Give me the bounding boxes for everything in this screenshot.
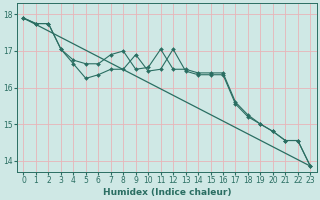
X-axis label: Humidex (Indice chaleur): Humidex (Indice chaleur) [103, 188, 231, 197]
